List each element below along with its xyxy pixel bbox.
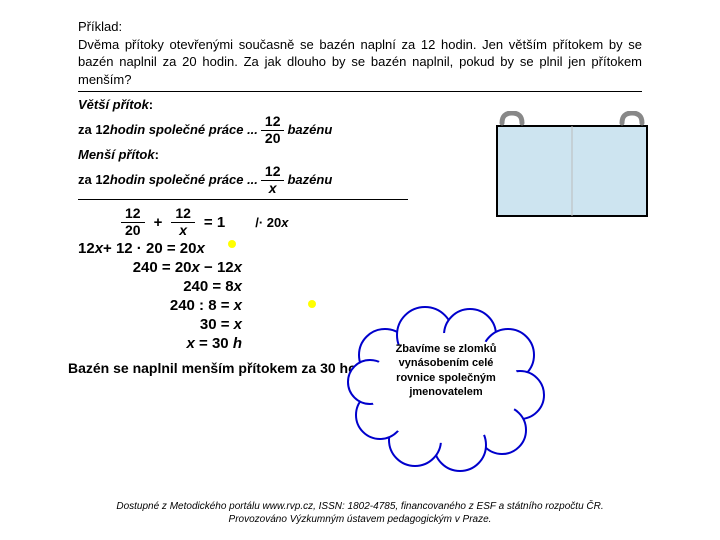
problem-title: Příklad: [78, 19, 122, 34]
footer-l1: Dostupné z Metodického portálu www.rvp.c… [0, 500, 720, 513]
w-l3a: Menší přítok [78, 146, 155, 164]
w-l2c: bazénu [287, 121, 332, 139]
frac-12-20: 1220 [261, 114, 285, 146]
eq-row-3: 240 = 20x − 12x [118, 259, 642, 276]
footer-l2: Provozováno Výzkumným ústavem pedagogick… [0, 513, 720, 526]
pool-diagram [482, 111, 662, 221]
frac-12-x: 12x [261, 164, 285, 196]
w-l2a: za 12 [78, 121, 110, 139]
eq-row-4: 240 = 8x [118, 278, 642, 295]
w-l4a: za 12 [78, 171, 110, 189]
marker-dot [308, 300, 316, 308]
w-l4c: bazénu [287, 171, 332, 189]
footer: Dostupné z Metodického portálu www.rvp.c… [0, 500, 720, 526]
w-l1b: : [149, 96, 153, 114]
marker-dot [228, 240, 236, 248]
cloud-text: Zbavíme se zlomků vynásobením celé rovni… [386, 342, 506, 399]
problem-statement: Příklad: Dvěma přítoky otevřenými součas… [78, 18, 642, 92]
eq-row-2: 12x + 12 · 20 = 20x [78, 240, 642, 257]
w-l1a: Větší přítok [78, 96, 149, 114]
divider [78, 199, 408, 200]
w-l3b: : [155, 146, 159, 164]
problem-text: Dvěma přítoky otevřenými současně se baz… [78, 37, 642, 87]
w-l2b: hodin společné práce ... [110, 121, 258, 139]
w-l4b: hodin společné práce ... [110, 171, 258, 189]
